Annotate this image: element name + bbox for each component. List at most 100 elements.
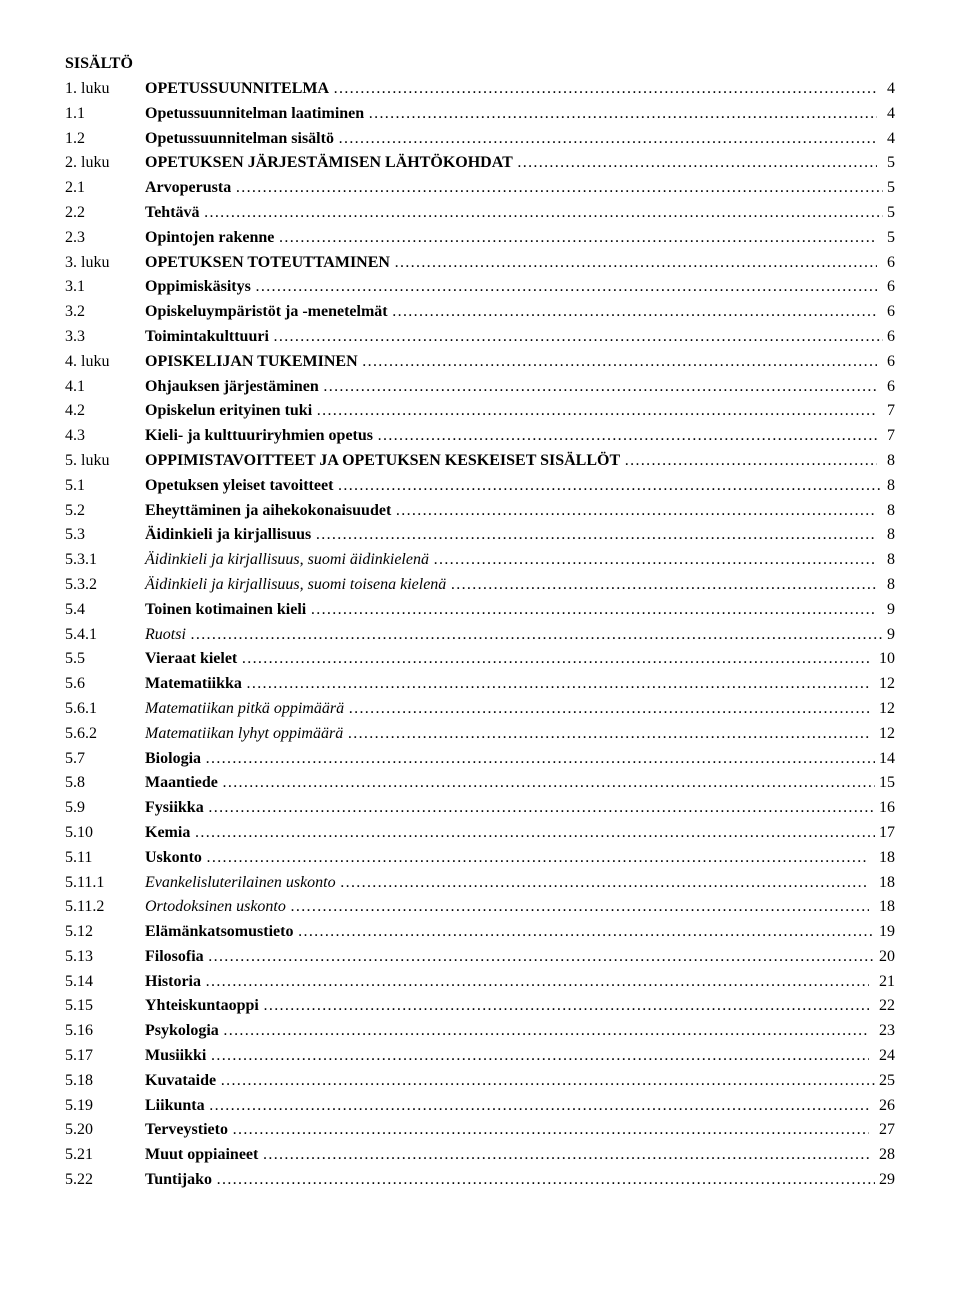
toc-entry-title: Opetuksen yleiset tavoitteet	[145, 474, 333, 499]
toc-entry-title: Tehtävä	[145, 201, 200, 226]
toc-entry-page: 28	[873, 1143, 895, 1168]
toc-entry-number: 5.10	[65, 821, 145, 846]
toc-entry: 1.2Opetussuunnitelman sisältö4	[65, 127, 895, 152]
toc-entry-page: 14	[879, 747, 895, 772]
toc-heading: SISÄLTÖ	[65, 55, 895, 73]
toc-list: 1. lukuOPETUSSUUNNITELMA41.1Opetussuunni…	[65, 77, 895, 1193]
toc-entry: 5.3.2Äidinkieli ja kirjallisuus, suomi t…	[65, 573, 895, 598]
toc-leader-dots	[208, 796, 875, 821]
toc-entry-page: 12	[873, 722, 895, 747]
toc-entry-title: Toimintakulttuuri	[145, 325, 269, 350]
toc-entry-title: Opiskeluympäristöt ja -menetelmät	[145, 300, 388, 325]
toc-entry: 4. lukuOPISKELIJAN TUKEMINEN6	[65, 350, 895, 375]
toc-leader-dots	[246, 672, 869, 697]
toc-entry-page: 4	[881, 77, 895, 102]
toc-leader-dots	[624, 449, 877, 474]
toc-leader-dots	[194, 821, 875, 846]
toc-entry: 5.8Maantiede15	[65, 771, 895, 796]
toc-entry-page: 20	[879, 945, 895, 970]
toc-leader-dots	[255, 275, 877, 300]
toc-entry: 5.11.1Evankelisluterilainen uskonto18	[65, 871, 895, 896]
toc-entry-title: Liikunta	[145, 1094, 205, 1119]
toc-entry-title: Vieraat kielet	[145, 647, 237, 672]
toc-entry-title: OPETUKSEN TOTEUTTAMINEN	[145, 251, 390, 276]
toc-entry: 5.4Toinen kotimainen kieli9	[65, 598, 895, 623]
toc-entry-page: 16	[879, 796, 895, 821]
toc-leader-dots	[315, 523, 877, 548]
toc-leader-dots	[290, 895, 869, 920]
toc-entry-page: 8	[881, 499, 895, 524]
toc-entry: 5.22Tuntijako29	[65, 1168, 895, 1193]
toc-entry-page: 5	[887, 176, 895, 201]
toc-entry-number: 5.3.1	[65, 548, 145, 573]
toc-leader-dots	[278, 226, 877, 251]
toc-entry-number: 1. luku	[65, 77, 145, 102]
toc-entry-number: 5.22	[65, 1168, 145, 1193]
toc-entry: 4.2Opiskelun erityinen tuki7	[65, 399, 895, 424]
toc-leader-dots	[333, 77, 877, 102]
toc-leader-dots	[338, 127, 877, 152]
toc-entry-page: 4	[881, 102, 895, 127]
toc-entry-page: 6	[887, 325, 895, 350]
toc-entry-number: 5.11.1	[65, 871, 145, 896]
toc-entry: 3.2Opiskeluympäristöt ja -menetelmät6	[65, 300, 895, 325]
toc-leader-dots	[368, 102, 877, 127]
toc-entry-number: 5.14	[65, 970, 145, 995]
toc-entry: 5.12Elämänkatsomustieto19	[65, 920, 895, 945]
toc-entry-page: 17	[879, 821, 895, 846]
toc-leader-dots	[208, 945, 875, 970]
toc-entry-number: 4.3	[65, 424, 145, 449]
toc-entry-title: Arvoperusta	[145, 176, 231, 201]
toc-entry-page: 5	[881, 151, 895, 176]
toc-entry-number: 2. luku	[65, 151, 145, 176]
toc-entry-page: 8	[881, 523, 895, 548]
toc-entry-page: 5	[881, 226, 895, 251]
toc-entry: 2.2Tehtävä5	[65, 201, 895, 226]
toc-entry: 2. lukuOPETUKSEN JÄRJESTÄMISEN LÄHTÖKOHD…	[65, 151, 895, 176]
toc-entry: 5.15Yhteiskuntaoppi22	[65, 994, 895, 1019]
toc-entry-title: OPETUKSEN JÄRJESTÄMISEN LÄHTÖKOHDAT	[145, 151, 513, 176]
toc-leader-dots	[204, 201, 883, 226]
toc-leader-dots	[273, 325, 883, 350]
toc-entry-page: 4	[881, 127, 895, 152]
toc-entry: 5.14Historia21	[65, 970, 895, 995]
toc-entry-number: 5.16	[65, 1019, 145, 1044]
toc-entry-number: 5.6.1	[65, 697, 145, 722]
toc-entry-number: 5.21	[65, 1143, 145, 1168]
toc-entry-title: Ortodoksinen uskonto	[145, 895, 286, 920]
toc-leader-dots	[316, 399, 877, 424]
toc-entry-title: Äidinkieli ja kirjallisuus, suomi toisen…	[145, 573, 446, 598]
toc-entry-number: 4.1	[65, 375, 145, 400]
toc-entry: 5.2Eheyttäminen ja aihekokonaisuudet8	[65, 499, 895, 524]
toc-entry-title: Uskonto	[145, 846, 202, 871]
toc-entry: 4.3Kieli- ja kulttuuriryhmien opetus7	[65, 424, 895, 449]
toc-entry-number: 5.8	[65, 771, 145, 796]
toc-entry: 5.20Terveystieto27	[65, 1118, 895, 1143]
toc-entry-title: Kemia	[145, 821, 190, 846]
toc-leader-dots	[348, 697, 869, 722]
toc-leader-dots	[206, 846, 869, 871]
toc-entry: 1. lukuOPETUSSUUNNITELMA4	[65, 77, 895, 102]
toc-entry: 5.16Psykologia23	[65, 1019, 895, 1044]
toc-entry-number: 5.11.2	[65, 895, 145, 920]
toc-entry-title: Biologia	[145, 747, 201, 772]
toc-entry-page: 29	[879, 1168, 895, 1193]
toc-entry-title: Opintojen rakenne	[145, 226, 274, 251]
toc-entry-number: 5.1	[65, 474, 145, 499]
toc-entry-number: 5.3.2	[65, 573, 145, 598]
toc-entry-page: 7	[881, 399, 895, 424]
toc-entry-number: 5.2	[65, 499, 145, 524]
toc-entry-title: Filosofia	[145, 945, 204, 970]
toc-entry-page: 27	[873, 1118, 895, 1143]
toc-leader-dots	[362, 350, 877, 375]
toc-leader-dots	[337, 474, 883, 499]
toc-entry: 5.11Uskonto18	[65, 846, 895, 871]
toc-entry-title: Terveystieto	[145, 1118, 228, 1143]
toc-entry-title: Muut oppiaineet	[145, 1143, 258, 1168]
toc-entry-title: Äidinkieli ja kirjallisuus	[145, 523, 311, 548]
toc-entry-number: 5.4.1	[65, 623, 145, 648]
toc-entry-number: 3. luku	[65, 251, 145, 276]
toc-entry-title: OPPIMISTAVOITTEET JA OPETUKSEN KESKEISET…	[145, 449, 620, 474]
toc-entry-page: 6	[881, 251, 895, 276]
toc-entry-page: 12	[873, 672, 895, 697]
